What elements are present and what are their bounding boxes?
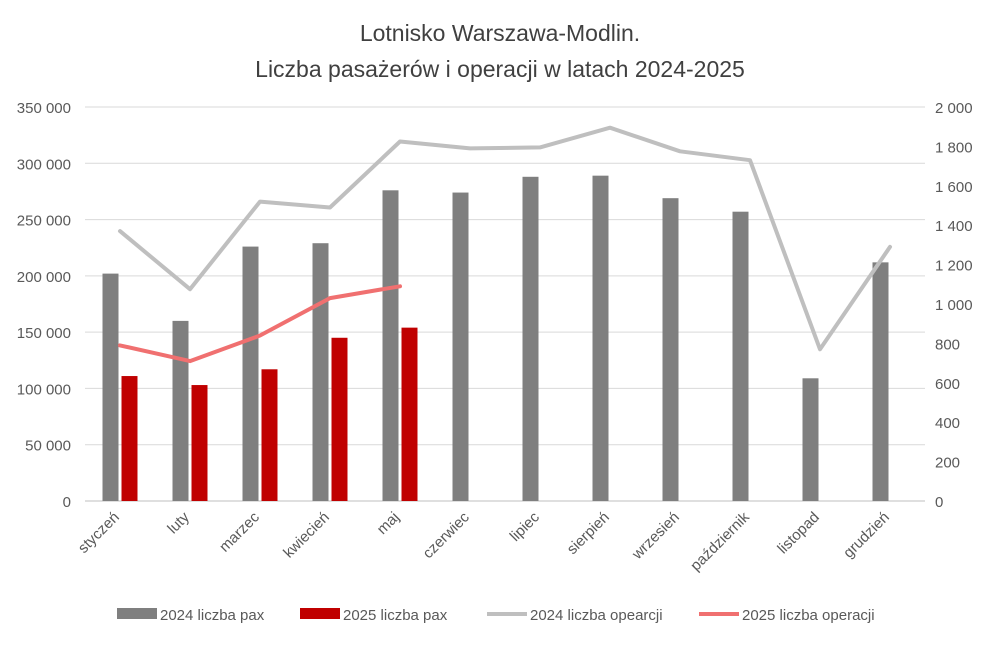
y-right-tick-label: 1 200	[935, 258, 973, 275]
x-tick-label: kwiecień	[280, 509, 333, 562]
y-left-tick-label: 350 000	[17, 100, 71, 117]
y-right-tick-label: 2 000	[935, 100, 973, 117]
y-left-tick-label: 250 000	[17, 213, 71, 230]
bar-0-5	[452, 192, 469, 501]
y-right-tick-label: 200	[935, 455, 960, 472]
bar-0-2	[242, 246, 259, 501]
bar-0-7	[592, 175, 609, 501]
bar-0-4	[382, 190, 399, 501]
x-tick-label: czerwiec	[420, 508, 474, 562]
y-right-tick-label: 1 800	[935, 139, 973, 156]
y-right-tick-label: 1 600	[935, 179, 973, 196]
bar-0-8	[662, 198, 679, 501]
y-left-tick-label: 150 000	[17, 325, 71, 342]
bars-layer	[102, 175, 889, 502]
y-right-tick-label: 1 000	[935, 297, 973, 314]
legend-swatch-1	[300, 608, 340, 619]
bar-0-9	[732, 211, 749, 502]
bar-1-4	[401, 327, 418, 501]
y-right-tick-label: 800	[935, 336, 960, 353]
x-tick-label: styczeń	[75, 509, 123, 557]
grid-layer	[85, 106, 925, 502]
y-left-tick-label: 200 000	[17, 269, 71, 286]
bar-0-3	[312, 243, 329, 501]
y-right-tick-label: 1 400	[935, 218, 973, 235]
x-tick-label: wrzesień	[628, 509, 683, 564]
x-tick-label: grudzień	[840, 509, 893, 562]
bar-1-3	[331, 337, 348, 501]
x-tick-label: lipiec	[507, 508, 544, 545]
x-tick-label: sierpień	[564, 509, 613, 558]
y-left-tick-label: 100 000	[17, 381, 71, 398]
bar-0-10	[802, 378, 819, 501]
lines-layer	[118, 125, 892, 364]
bar-0-11	[872, 262, 889, 501]
y-left-tick-label: 50 000	[25, 438, 71, 455]
legend-label-0: 2024 liczba pax	[160, 607, 265, 624]
y-left-tick-label: 300 000	[17, 156, 71, 173]
line-series-2	[118, 125, 892, 352]
chart-title-line1: Lotnisko Warszawa-Modlin.	[360, 20, 640, 46]
chart-title-line2: Liczba pasażerów i operacji w latach 202…	[255, 56, 745, 82]
legend-label-1: 2025 liczba pax	[343, 607, 448, 624]
x-tick-label: październik	[687, 508, 753, 574]
y-right-tick-label: 400	[935, 415, 960, 432]
line-series-3	[118, 284, 402, 364]
y-right-tick-label: 0	[935, 494, 943, 511]
x-tick-label: listopad	[774, 509, 823, 558]
x-tick-label: luty	[164, 508, 193, 537]
legend-label-2: 2024 liczba opearcji	[530, 607, 663, 624]
bar-1-2	[261, 369, 278, 501]
bar-0-6	[522, 176, 539, 501]
legend-swatch-0	[117, 608, 157, 619]
bar-1-0	[121, 376, 138, 501]
legend-label-3: 2025 liczba operacji	[742, 607, 875, 624]
bar-0-0	[102, 273, 119, 501]
x-tick-label: maj	[374, 509, 403, 538]
bar-1-1	[191, 385, 208, 501]
bar-0-1	[172, 320, 189, 501]
x-tick-label: marzec	[216, 508, 263, 555]
legend-layer: 2024 liczba pax 2025 liczba pax 2024 liczb…	[117, 607, 875, 624]
y-left-tick-label: 0	[63, 494, 71, 511]
y-right-tick-label: 600	[935, 376, 960, 393]
